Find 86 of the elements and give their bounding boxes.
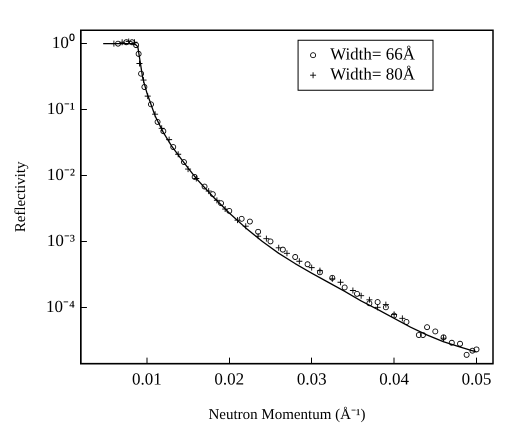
point	[254, 232, 262, 240]
x-axis-title: Neutron Momentum (Å⁻¹)	[208, 406, 366, 423]
point	[202, 184, 208, 190]
legend-label: Width= 66Å	[330, 44, 416, 64]
point	[382, 301, 390, 308]
point	[284, 250, 290, 257]
point	[292, 254, 298, 260]
point	[316, 269, 323, 276]
point	[296, 258, 303, 265]
point	[213, 196, 220, 204]
point	[391, 312, 398, 318]
point	[354, 290, 360, 297]
y-tick-label: 10⁻²	[46, 164, 75, 184]
point	[148, 101, 154, 108]
point	[366, 296, 373, 304]
point	[308, 264, 316, 272]
point	[268, 238, 274, 244]
point	[160, 128, 166, 134]
x-tick-label: 0.02	[214, 369, 244, 388]
point	[136, 60, 143, 67]
point	[262, 235, 270, 242]
point	[125, 38, 132, 45]
point	[131, 38, 138, 46]
point	[144, 92, 152, 100]
point	[192, 175, 200, 182]
point	[174, 150, 182, 158]
point	[416, 332, 422, 338]
point	[138, 70, 144, 77]
y-axis-title: Reflectivity	[12, 160, 29, 232]
point	[304, 261, 311, 268]
point	[474, 346, 480, 352]
point	[374, 304, 382, 311]
point	[398, 314, 406, 322]
point	[115, 40, 121, 47]
point	[141, 84, 148, 90]
point	[448, 340, 455, 346]
point	[238, 216, 245, 222]
point	[205, 188, 212, 195]
point	[210, 191, 216, 198]
point	[234, 216, 241, 224]
point	[152, 110, 159, 118]
point	[222, 206, 229, 212]
y-tick-label: 10⁻³	[46, 230, 75, 250]
point	[170, 144, 176, 150]
point	[275, 244, 282, 252]
y-tick-label: 10⁻⁴	[46, 296, 75, 316]
x-tick-label: 0.05	[462, 369, 492, 388]
x-tick-label: 0.01	[132, 369, 162, 388]
point	[110, 40, 118, 48]
point	[192, 174, 198, 180]
point	[136, 50, 142, 57]
point	[469, 348, 476, 354]
point	[342, 284, 348, 290]
point	[432, 328, 438, 334]
point	[154, 118, 161, 125]
point	[374, 299, 381, 306]
point	[218, 200, 224, 206]
y-tick-label: 10⁰	[52, 33, 75, 52]
point	[180, 159, 187, 165]
point	[404, 318, 410, 325]
point	[123, 39, 130, 46]
point	[242, 222, 250, 230]
point	[118, 38, 126, 46]
legend-label: Width= 80Å	[330, 64, 416, 84]
point	[390, 310, 398, 318]
point	[349, 287, 356, 294]
point	[166, 136, 173, 144]
point	[358, 292, 365, 300]
point	[280, 246, 286, 253]
point	[464, 352, 470, 358]
x-tick-label: 0.03	[296, 369, 327, 388]
y-tick-label: 10⁻¹	[46, 99, 75, 118]
point	[420, 332, 426, 338]
point	[255, 228, 262, 235]
x-tick-label: 0.04	[379, 369, 410, 388]
point	[129, 39, 135, 46]
point	[184, 166, 192, 173]
point	[133, 42, 140, 48]
point	[366, 300, 372, 306]
point	[457, 340, 463, 347]
point	[424, 324, 430, 330]
point	[316, 267, 324, 274]
point	[246, 218, 253, 225]
point	[158, 124, 166, 132]
point	[337, 278, 344, 286]
point	[226, 208, 232, 214]
